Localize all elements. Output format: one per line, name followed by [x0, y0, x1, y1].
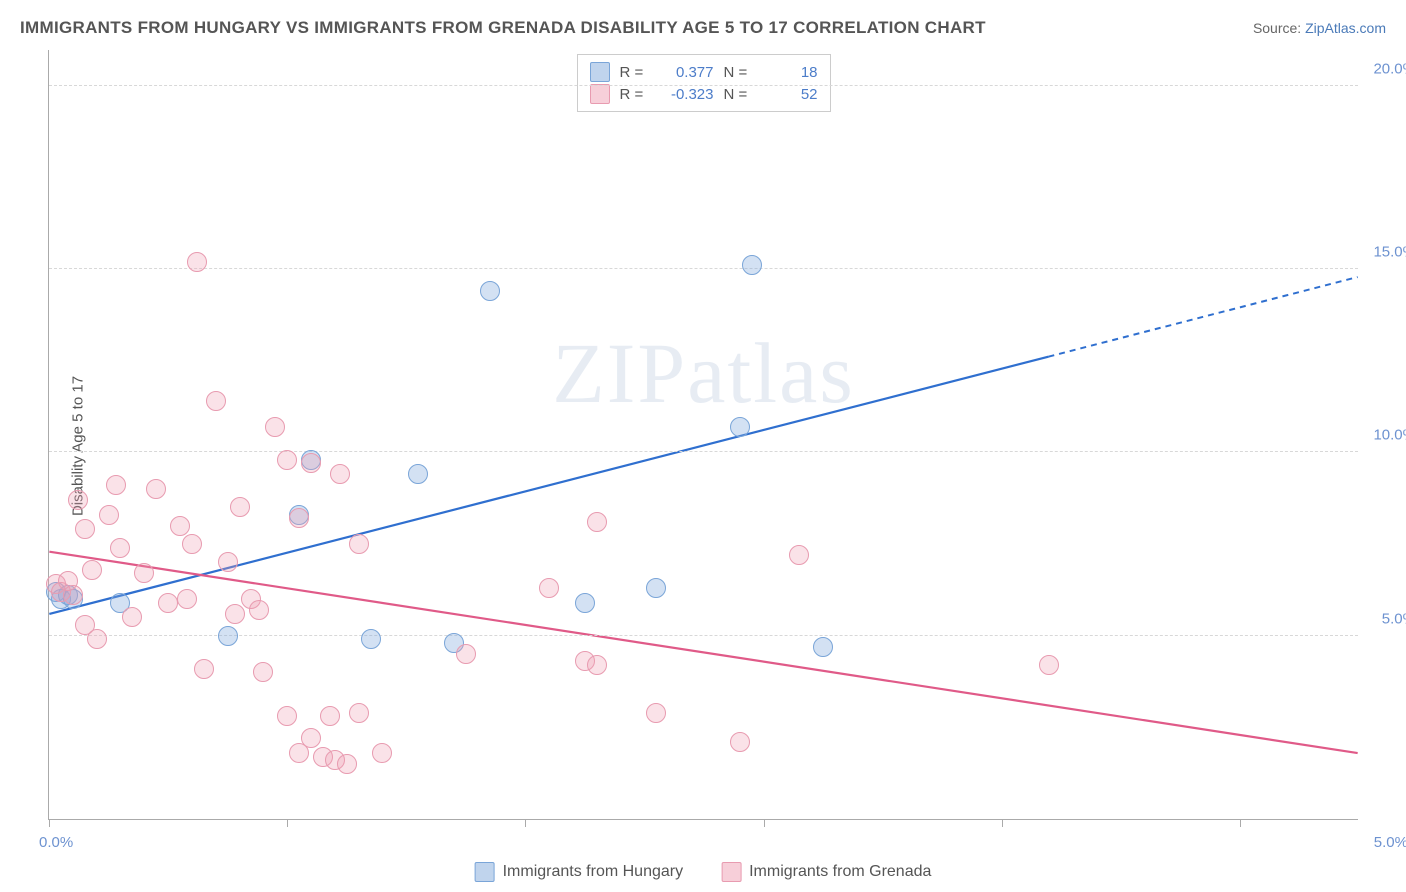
watermark: ZIPatlas [552, 323, 855, 423]
data-point [587, 512, 607, 532]
data-point [480, 281, 500, 301]
x-tick [49, 819, 50, 827]
correlation-legend: R = 0.377 N = 18 R = -0.323 N = 52 [577, 54, 831, 112]
swatch-pink-icon [590, 84, 610, 104]
legend-row-grenada: R = -0.323 N = 52 [590, 83, 818, 105]
data-point [230, 497, 250, 517]
data-point [301, 728, 321, 748]
data-point [218, 552, 238, 572]
data-point [730, 417, 750, 437]
data-point [206, 391, 226, 411]
data-point [349, 534, 369, 554]
data-point [289, 508, 309, 528]
chart-title: IMMIGRANTS FROM HUNGARY VS IMMIGRANTS FR… [20, 18, 986, 38]
x-axis-max-label: 5.0% [1374, 834, 1406, 851]
series-legend: Immigrants from Hungary Immigrants from … [475, 862, 932, 882]
data-point [408, 464, 428, 484]
data-point [68, 490, 88, 510]
data-point [182, 534, 202, 554]
data-point [253, 662, 273, 682]
data-point [813, 637, 833, 657]
chart-header: IMMIGRANTS FROM HUNGARY VS IMMIGRANTS FR… [20, 18, 1386, 38]
y-tick-label: 20.0% [1362, 60, 1406, 77]
data-point [265, 417, 285, 437]
data-point [158, 593, 178, 613]
data-point [187, 252, 207, 272]
legend-item-grenada: Immigrants from Grenada [721, 862, 931, 882]
x-tick [764, 819, 765, 827]
legend-row-hungary: R = 0.377 N = 18 [590, 61, 818, 83]
data-point [249, 600, 269, 620]
data-point [575, 593, 595, 613]
y-tick-label: 5.0% [1362, 610, 1406, 627]
data-point [106, 475, 126, 495]
source-link[interactable]: ZipAtlas.com [1305, 20, 1386, 36]
data-point [320, 706, 340, 726]
data-point [301, 453, 321, 473]
data-point [330, 464, 350, 484]
trend-lines [49, 50, 1358, 819]
legend-item-hungary: Immigrants from Hungary [475, 862, 684, 882]
data-point [63, 585, 83, 605]
data-point [75, 519, 95, 539]
data-point [170, 516, 190, 536]
x-tick [525, 819, 526, 827]
gridline [49, 85, 1358, 86]
data-point [134, 563, 154, 583]
data-point [337, 754, 357, 774]
data-point [194, 659, 214, 679]
swatch-blue-icon [475, 862, 495, 882]
data-point [587, 655, 607, 675]
swatch-blue-icon [590, 62, 610, 82]
data-point [122, 607, 142, 627]
data-point [539, 578, 559, 598]
data-point [789, 545, 809, 565]
data-point [99, 505, 119, 525]
data-point [730, 732, 750, 752]
data-point [646, 703, 666, 723]
gridline [49, 451, 1358, 452]
data-point [218, 626, 238, 646]
data-point [742, 255, 762, 275]
x-tick [287, 819, 288, 827]
data-point [87, 629, 107, 649]
data-point [146, 479, 166, 499]
gridline [49, 268, 1358, 269]
swatch-pink-icon [721, 862, 741, 882]
data-point [277, 450, 297, 470]
x-tick [1002, 819, 1003, 827]
data-point [456, 644, 476, 664]
scatter-plot: ZIPatlas R = 0.377 N = 18 R = -0.323 N =… [48, 50, 1358, 820]
data-point [277, 706, 297, 726]
data-point [372, 743, 392, 763]
x-axis-min-label: 0.0% [39, 834, 73, 851]
x-tick [1240, 819, 1241, 827]
data-point [1039, 655, 1059, 675]
data-point [82, 560, 102, 580]
data-point [225, 604, 245, 624]
data-point [177, 589, 197, 609]
data-point [646, 578, 666, 598]
source-attribution: Source: ZipAtlas.com [1253, 20, 1386, 36]
data-point [349, 703, 369, 723]
y-tick-label: 15.0% [1362, 244, 1406, 261]
data-point [361, 629, 381, 649]
y-tick-label: 10.0% [1362, 427, 1406, 444]
gridline [49, 635, 1358, 636]
data-point [110, 538, 130, 558]
